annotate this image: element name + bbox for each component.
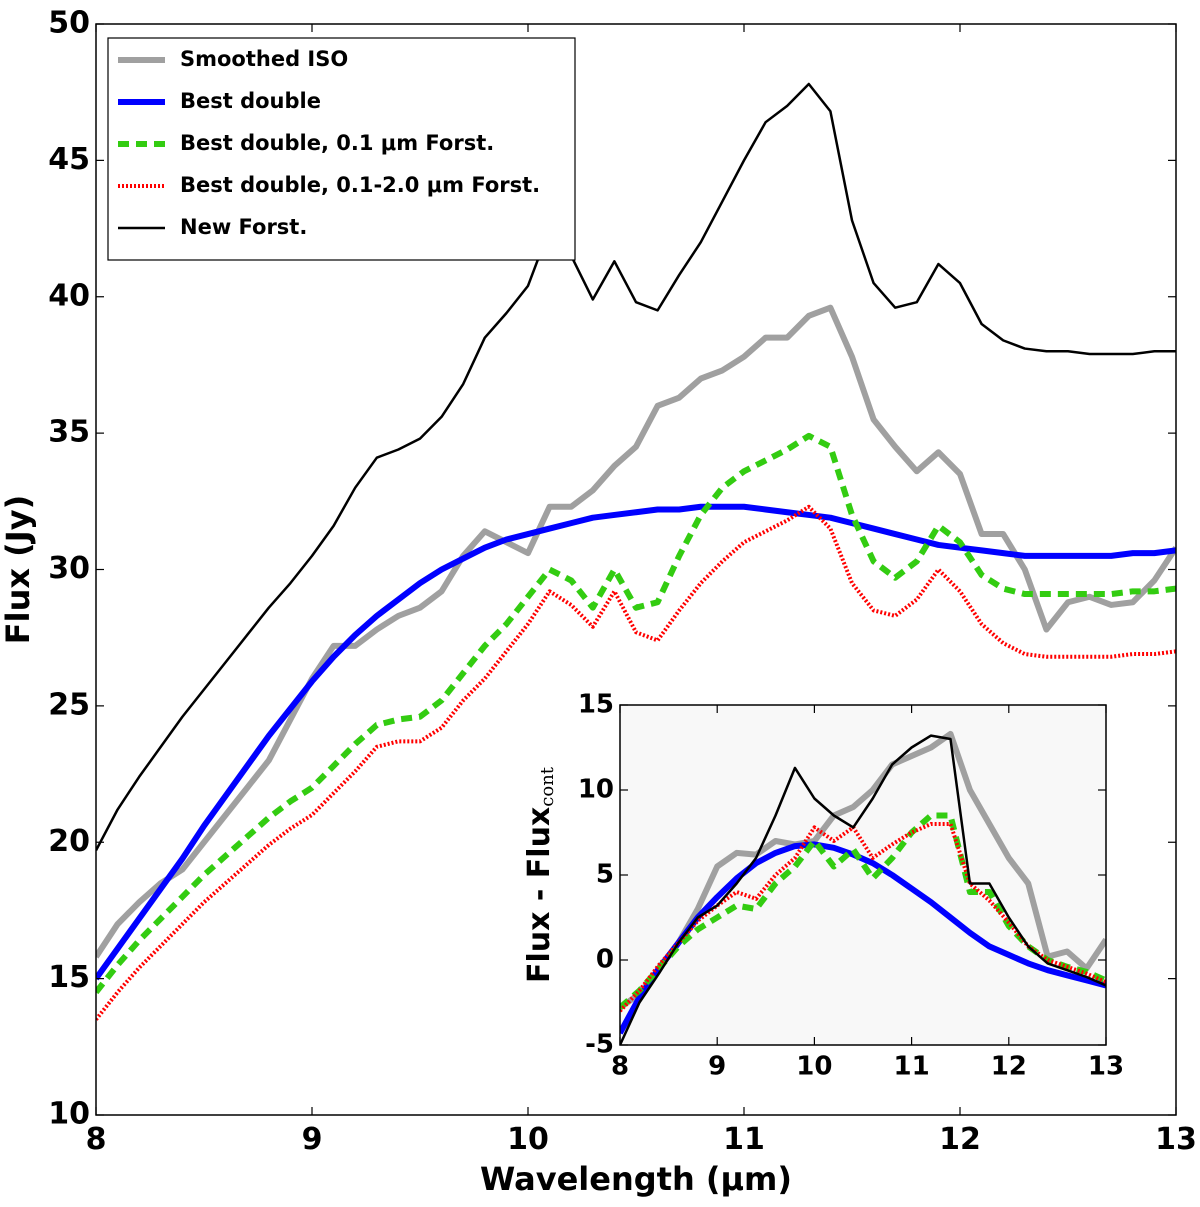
x-tick-label: 13 — [1155, 1122, 1197, 1157]
x-tick-label: 10 — [796, 1052, 832, 1082]
legend-label: Best double, 0.1-2.0 μm Forst. — [180, 173, 540, 197]
y-axis-label-main: Flux (Jy) — [0, 495, 37, 644]
y-tick-label: 50 — [48, 6, 90, 41]
series-line — [96, 304, 1176, 959]
y-tick-label: -5 — [585, 1030, 614, 1060]
y-tick-label: 35 — [48, 415, 90, 450]
legend: Smoothed ISO Best double Best double, 0.1 … — [107, 37, 576, 261]
x-tick-label: 13 — [1088, 1052, 1124, 1082]
x-axis-label: Wavelength (μm) — [480, 1160, 792, 1198]
y-tick-label: 30 — [48, 551, 90, 586]
y-tick-label: 0 — [596, 945, 614, 975]
x-tick-label: 9 — [708, 1052, 726, 1082]
y-tick-label: 10 — [48, 1097, 90, 1132]
y-tick-label: 20 — [48, 824, 90, 859]
legend-label: Best double — [180, 89, 321, 113]
x-tick-label: 12 — [991, 1052, 1027, 1082]
legend-label: New Forst. — [180, 215, 307, 239]
series-line — [620, 812, 1106, 1010]
legend-label: Smoothed ISO — [180, 47, 348, 71]
x-tick-label: 8 — [86, 1122, 107, 1157]
y-tick-label: 10 — [578, 775, 614, 805]
y-axis-label-sub: cont — [537, 766, 558, 807]
x-tick-label: 12 — [939, 1122, 981, 1157]
series-line — [620, 730, 1106, 1011]
y-tick-label: 15 — [578, 690, 614, 720]
x-tick-label: 11 — [894, 1052, 930, 1082]
series-line — [96, 503, 1176, 981]
legend-label: Best double, 0.1 μm Forst. — [180, 131, 494, 155]
x-tick-label: 8 — [611, 1052, 629, 1082]
y-axis-label: Flux - Fluxcont — [522, 766, 559, 983]
series-line — [96, 504, 1176, 1021]
legend-box — [107, 37, 576, 261]
plot-area — [620, 705, 1106, 1045]
y-tick-label: 5 — [596, 860, 614, 890]
x-tick-label: 9 — [302, 1122, 323, 1157]
series-line — [96, 432, 1176, 995]
series-group — [96, 82, 1176, 1021]
y-tick-label: 15 — [48, 960, 90, 995]
x-tick-label: 11 — [723, 1122, 765, 1157]
x-tick-label: 10 — [507, 1122, 549, 1157]
y-axis-label-main: Flux - Flux — [522, 807, 557, 983]
y-tick-label: 40 — [48, 278, 90, 313]
y-axis-label: Flux (Jy) — [0, 495, 37, 644]
y-tick-label: 45 — [48, 142, 90, 177]
series-group — [620, 730, 1106, 1045]
series-line — [620, 734, 1106, 1045]
y-tick-label: 25 — [48, 687, 90, 722]
series-line — [96, 82, 1176, 852]
